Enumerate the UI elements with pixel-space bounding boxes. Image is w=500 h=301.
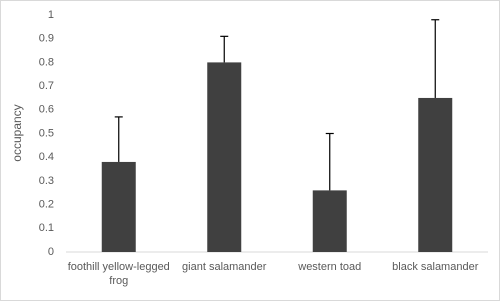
x-tick-label-box: giant salamander xyxy=(182,261,267,273)
x-tick-label: black salamander xyxy=(392,261,479,273)
x-tick-label-box: black salamander xyxy=(392,261,479,273)
y-tick-label: 0.8 xyxy=(39,56,54,68)
x-tick-label: foothill yellow-legged frog xyxy=(67,261,170,287)
y-tick-label: 0.9 xyxy=(39,33,54,45)
y-axis-label: occupancy xyxy=(10,104,24,161)
bar xyxy=(207,62,242,253)
error-bar xyxy=(220,35,229,63)
error-bar xyxy=(114,116,123,162)
y-tick-label: 0.1 xyxy=(39,222,54,234)
x-tick-label-box: foothill yellow-legged frog xyxy=(67,261,170,287)
x-tick-label: western toad xyxy=(298,261,362,273)
error-bar xyxy=(325,132,334,191)
y-tick-label: 0.6 xyxy=(39,104,54,116)
bar xyxy=(418,97,453,252)
bar xyxy=(101,161,136,252)
error-bar xyxy=(431,19,440,98)
y-tick-label: 0.5 xyxy=(39,127,54,139)
y-tick-label: 0.3 xyxy=(39,175,54,187)
y-tick-label: 0.7 xyxy=(39,80,54,92)
y-tick-label: 0 xyxy=(48,246,54,258)
y-tick-label: 0.2 xyxy=(39,199,54,211)
x-tick-label-box: western toad xyxy=(298,261,362,273)
y-tick-label: 1 xyxy=(48,9,54,21)
x-tick-label: giant salamander xyxy=(182,261,267,273)
y-tick-label: 0.4 xyxy=(39,151,54,163)
bar xyxy=(312,190,347,252)
